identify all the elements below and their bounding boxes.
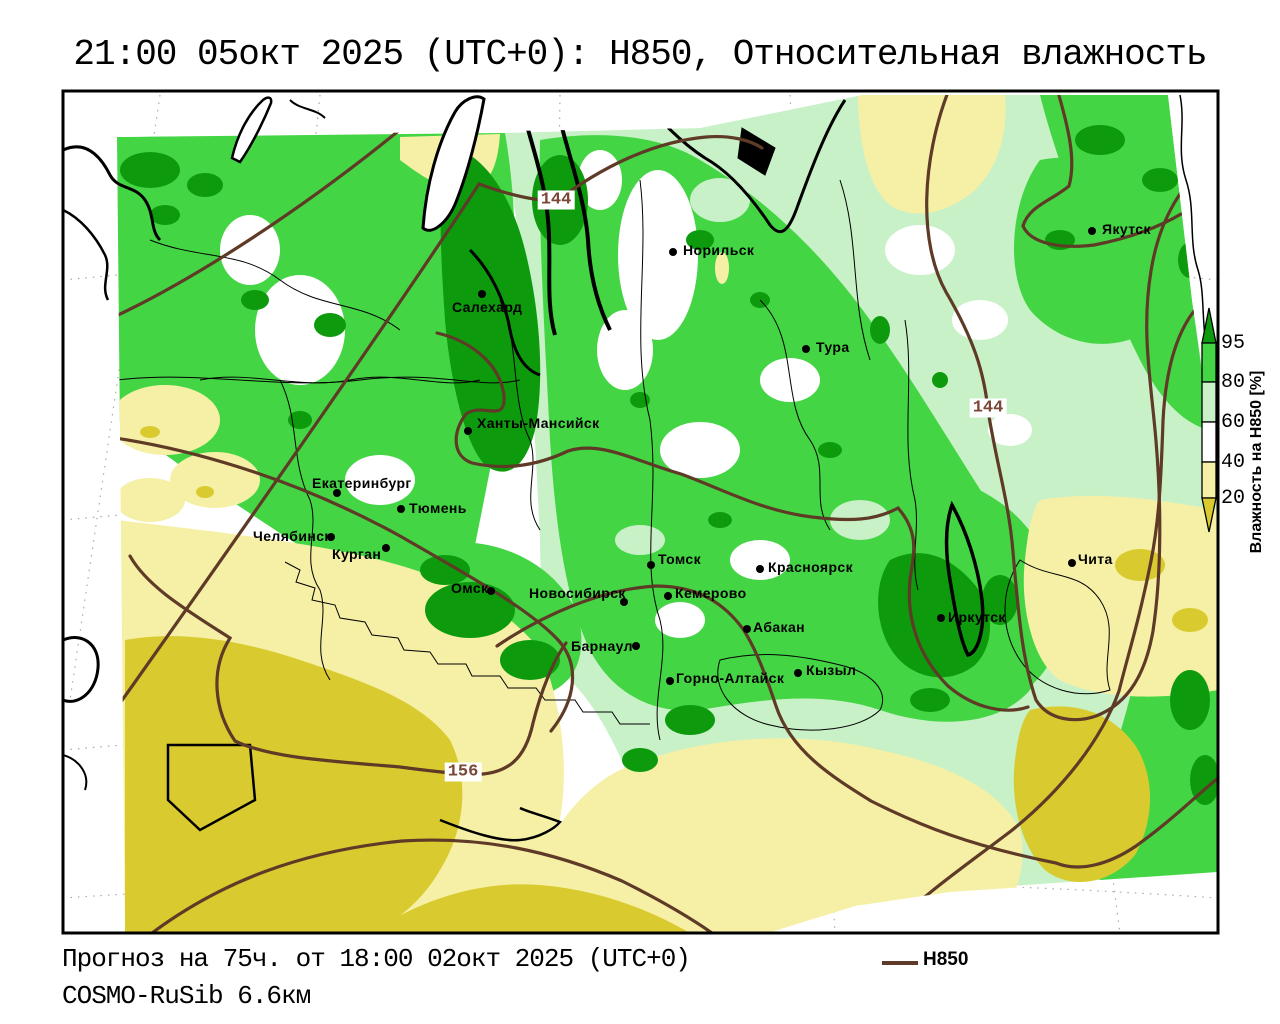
model-info-text: COSMO-RuSib 6.6км: [62, 981, 311, 1011]
h850-legend-line: [882, 961, 918, 965]
h850-contours: [117, 95, 1218, 933]
map-title: 21:00 05окт 2025 (UTC+0): H850, Относите…: [73, 34, 1207, 75]
map-frame: [61, 89, 1220, 935]
forecast-info-text: Прогноз на 75ч. от 18:00 02окт 2025 (UTC…: [62, 944, 691, 974]
colorbar-unit-label: Влажность на H850 [%]: [1248, 370, 1265, 554]
h850-legend-label: H850: [923, 949, 969, 970]
outer-coastlines: [63, 94, 1217, 791]
colorbar: [1201, 307, 1217, 533]
region-borders: [117, 179, 1111, 741]
humidity-field: [117, 95, 1218, 933]
